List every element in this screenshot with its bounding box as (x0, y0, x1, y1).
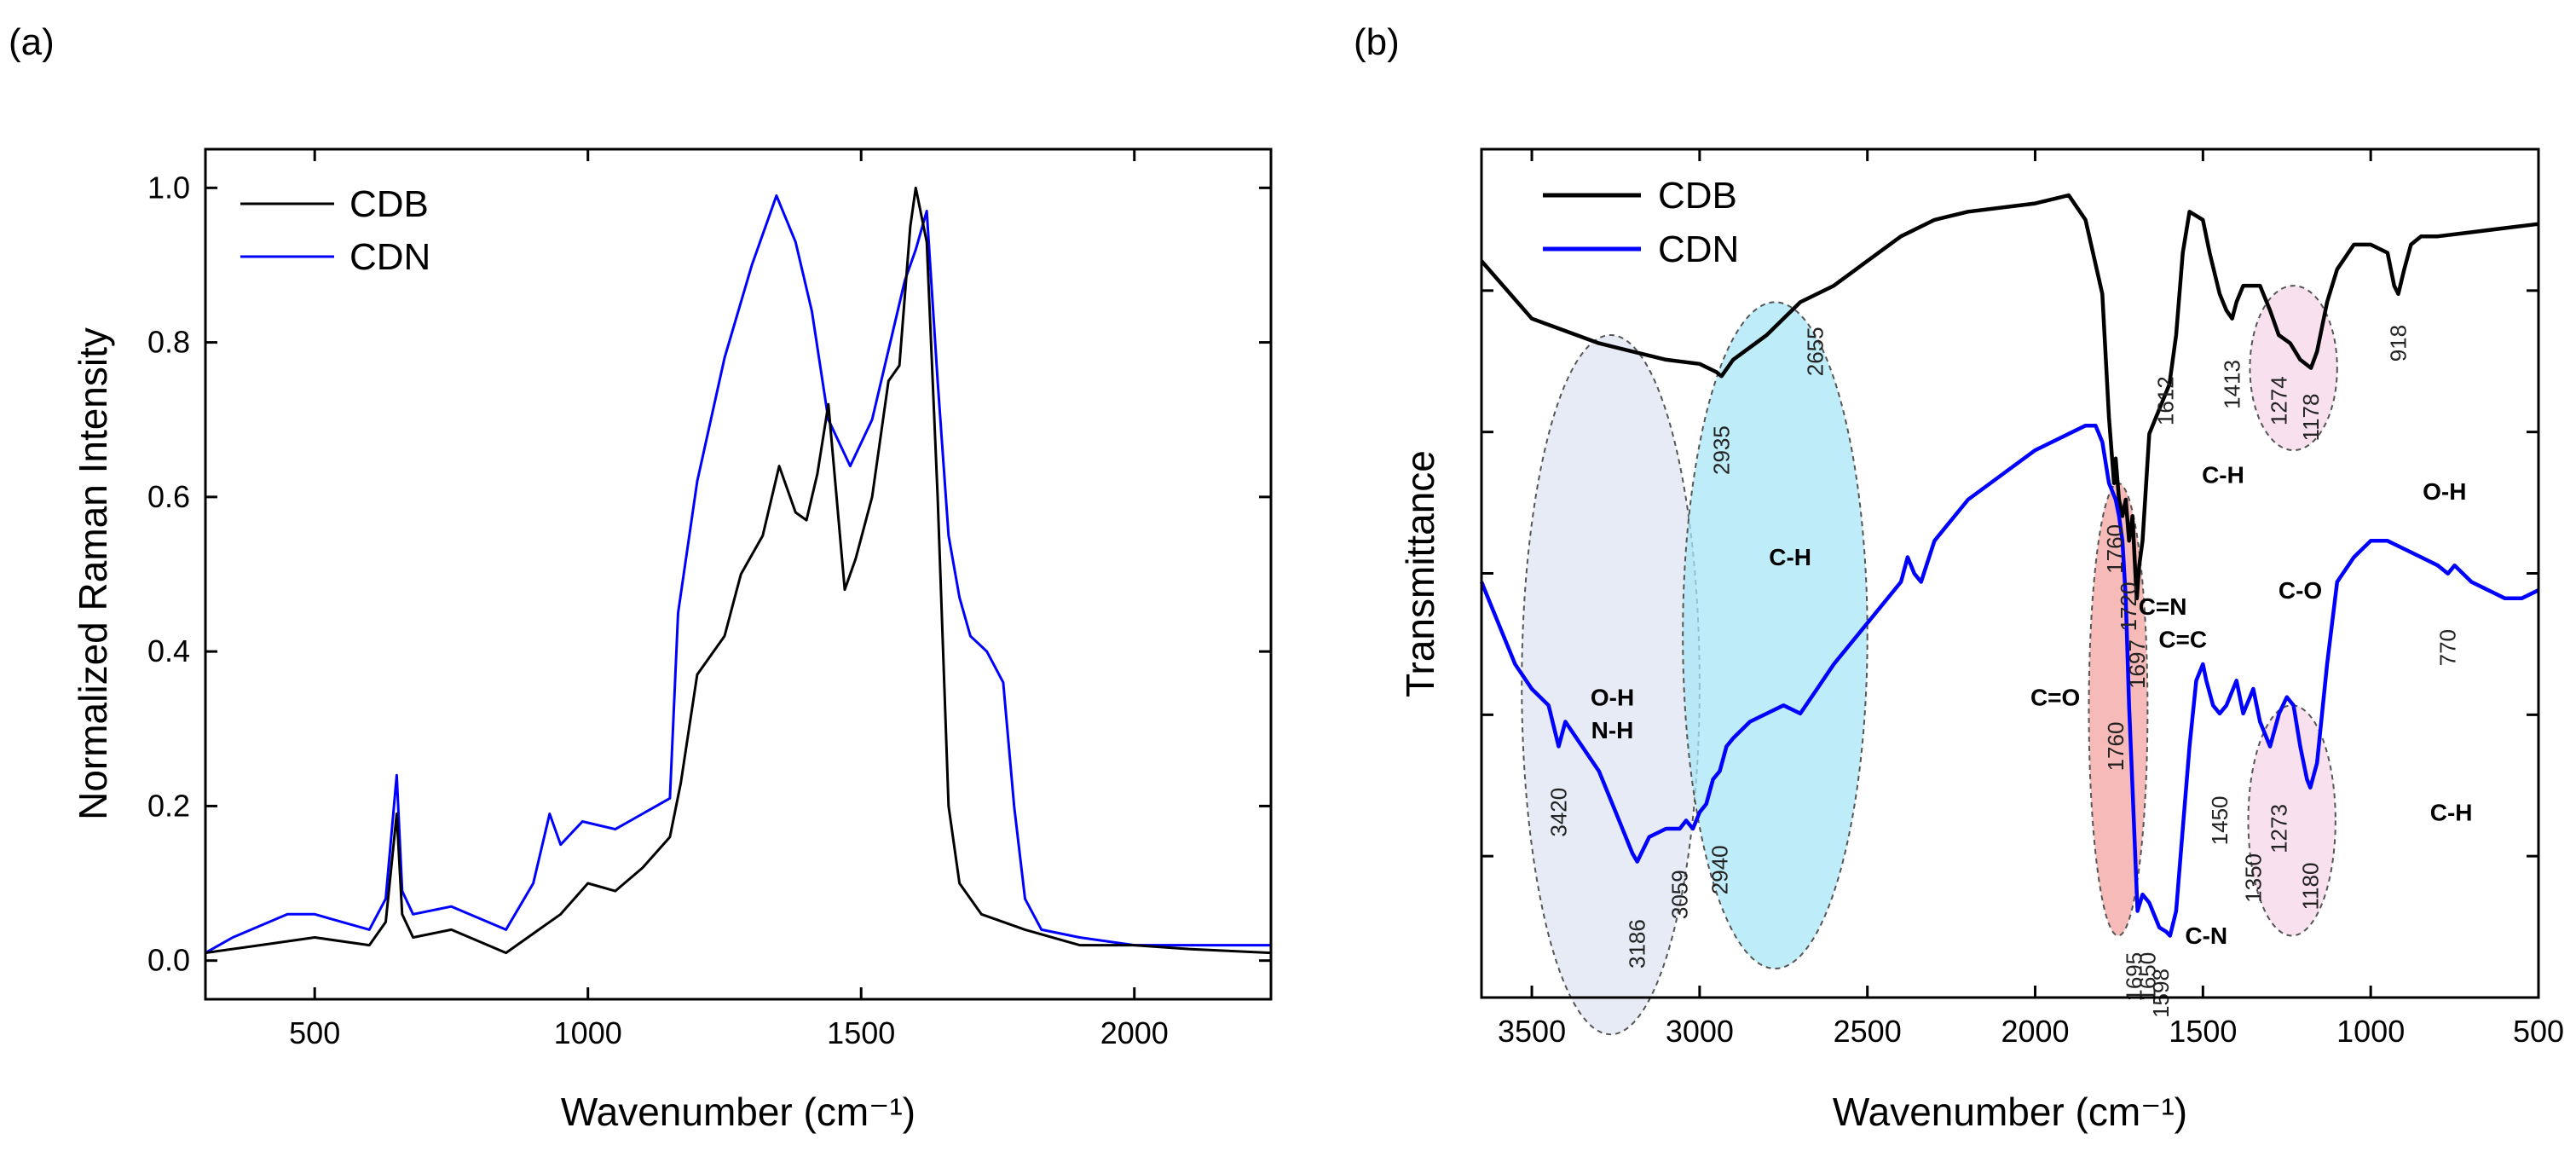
panel-b-band-assignments: C-H O-H N-H C=O C=N C=C C-H C-O O-H C-N C-H (1591, 462, 2473, 949)
peak-label: 1273 (2267, 804, 2292, 853)
peak-label: 1274 (2266, 376, 2291, 425)
peak-label: 1697 (2124, 639, 2150, 689)
x-tick-label: 3500 (1498, 1014, 1566, 1049)
panel-b-ticks: 3500 3000 2500 2000 1500 1000 500 (1481, 147, 2564, 1049)
panel-a-legend: CDB CDN (240, 183, 430, 278)
panel-a-ticks: 500 1000 1500 2000 0.0 0.2 0.4 0.6 0.8 1.0 (147, 149, 1271, 1050)
peak-label: 2940 (1707, 845, 1733, 894)
panel-a-y-axis-title: Normalized Raman Intensity (71, 327, 115, 820)
peak-label: 3059 (1667, 870, 1693, 919)
y-tick-label: 0.2 (147, 788, 190, 823)
x-tick-label: 2000 (2001, 1014, 2069, 1049)
y-tick-label: 0.8 (147, 325, 190, 360)
panel-b-highlight-regions (1521, 285, 2338, 1036)
peak-label: 1450 (2207, 795, 2232, 845)
panel-a-plot-frame (204, 147, 1273, 1001)
peak-label: 1760 (2103, 722, 2128, 772)
peak-label: 1180 (2297, 863, 2323, 911)
panel-b: (b) 2935 2655 1760 1720 1697 1612 1413 1274 1178… (1354, 21, 2564, 1134)
ch-ellipse (1682, 301, 1868, 970)
band-assignment-label: O-H (1591, 684, 1634, 710)
panel-b-peak-labels: 2935 2655 1760 1720 1697 1612 1413 1274 1178 918 3… (1546, 325, 2461, 1018)
x-tick-label: 1500 (827, 1015, 895, 1050)
peak-label: 1720 (2116, 582, 2141, 632)
band-assignment-label: C-H (1769, 544, 1811, 570)
legend-label-cdn: CDN (349, 236, 430, 278)
x-tick-label: 2000 (1100, 1015, 1169, 1050)
band-assignment-label: C-H (2202, 462, 2244, 489)
y-tick-label: 0.0 (147, 943, 190, 978)
x-tick-label: 2500 (1834, 1014, 1902, 1049)
x-tick-label: 500 (289, 1015, 340, 1050)
peak-label: 770 (2435, 629, 2461, 666)
x-tick-label: 3000 (1666, 1014, 1734, 1049)
y-tick-label: 1.0 (147, 170, 190, 205)
panel-a-label: (a) (9, 21, 55, 63)
peak-label: 1178 (2298, 394, 2324, 442)
peak-label: 1760 (2102, 524, 2128, 574)
band-assignment-label: N-H (1591, 717, 1634, 743)
legend-label-cdb: CDB (1658, 175, 1737, 217)
y-tick-label: 0.4 (147, 633, 190, 668)
panel-b-series-lines (1479, 193, 2539, 938)
series-line-cdn (1479, 423, 2539, 938)
band-assignment-label: C-N (2185, 923, 2227, 949)
panel-b-label: (b) (1354, 21, 1400, 63)
peak-label: 2655 (1803, 327, 1828, 376)
legend-label-cdn: CDN (1658, 228, 1739, 270)
peak-label: 2935 (1709, 425, 1735, 475)
band-assignment-label: O-H (2423, 478, 2466, 505)
legend-label-cdb: CDB (349, 183, 429, 225)
x-tick-label: 1000 (2336, 1014, 2405, 1049)
peak-label: 3186 (1625, 919, 1650, 969)
peak-label: 3420 (1546, 788, 1572, 837)
panel-a: (a) 500 1000 1500 2000 0.0 0.2 0.4 0.6 0.8 1.0 CD… (9, 21, 1273, 1134)
band-assignment-label: C=N (2139, 593, 2187, 620)
series-line-cdn (205, 194, 1271, 954)
series-line-cdb (1480, 193, 2539, 601)
x-tick-label: 1500 (2169, 1014, 2237, 1049)
c-o-top-ellipse (2249, 285, 2338, 452)
panel-a-x-axis-title: Wavenumber (cm⁻¹) (561, 1090, 915, 1134)
band-assignment-label: C-H (2430, 799, 2473, 825)
panel-a-series-lines (205, 186, 1272, 955)
peak-label: 1612 (2152, 376, 2178, 425)
peak-label: 1695 (2122, 952, 2147, 1002)
panel-b-legend: CDB CDN (1543, 175, 1739, 270)
y-tick-label: 0.6 (147, 479, 190, 514)
x-tick-label: 1000 (554, 1015, 622, 1050)
peak-label: 918 (2386, 325, 2411, 361)
panel-b-y-axis-title: Transmittance (1398, 450, 1442, 697)
band-assignment-label: C=O (2030, 684, 2080, 710)
panel-b-x-axis-title: Wavenumber (cm⁻¹) (1833, 1090, 2187, 1134)
x-tick-label: 500 (2513, 1014, 2564, 1049)
series-line-cdb (205, 186, 1272, 955)
peak-label: 1413 (2220, 360, 2245, 409)
c-o-bottom-ellipse (2247, 704, 2336, 937)
band-assignment-label: C=C (2158, 627, 2207, 653)
band-assignment-label: C-O (2279, 577, 2322, 604)
peak-label: 1650 (2134, 952, 2160, 1002)
peak-label: 1350 (2240, 853, 2266, 903)
peak-label: 1598 (2148, 969, 2174, 1018)
